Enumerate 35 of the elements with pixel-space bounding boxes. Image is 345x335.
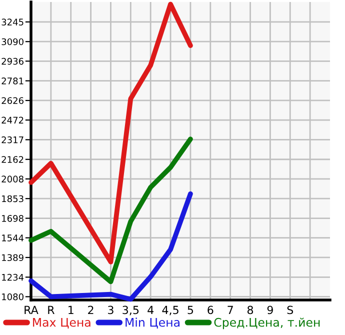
y-tick-label: 3245	[2, 18, 24, 26]
y-tick-label: 1389	[2, 254, 24, 262]
y-tick-label: 1853	[2, 195, 24, 202]
y-tick-label: 2162	[2, 156, 24, 163]
y-tick-label: 2008	[2, 176, 24, 182]
x-tick-label: S	[287, 306, 294, 314]
legend-label: Min Цена	[126, 318, 180, 328]
x-tick-label: 7	[228, 306, 233, 314]
y-tick-label: 2781	[2, 78, 24, 84]
y-tick-label: 2626	[2, 97, 24, 104]
x-tick-label: R	[48, 306, 54, 314]
y-tick-label: 1080	[2, 293, 24, 300]
x-tick-label: 9	[267, 306, 273, 314]
x-tick-label: RA	[24, 306, 38, 314]
y-tick-label: 2472	[2, 116, 24, 124]
y-tick-label: 2936	[2, 58, 24, 65]
legend-label: Сред.Цена, т.йен	[214, 318, 320, 330]
y-tick-label: 2317	[2, 136, 24, 144]
x-tick-label: 6	[208, 306, 214, 314]
x-tick-label: 1	[68, 306, 74, 314]
line-series	[28, 136, 193, 284]
legend-label: Max Цена	[33, 318, 90, 328]
x-tick-label: 3	[108, 306, 114, 314]
line-series	[28, 191, 193, 302]
line-series	[28, 2, 193, 264]
x-tick-label: 5	[188, 306, 194, 314]
x-tick-label: 2	[88, 306, 94, 314]
y-tick-label: 1698	[2, 214, 24, 222]
x-tick-label: 4,5	[162, 306, 178, 316]
y-tick-label: 1234	[2, 274, 24, 281]
x-tick-label: 8	[247, 306, 254, 314]
x-tick-label: 4	[148, 306, 154, 314]
x-tick-label: 3,5	[122, 306, 139, 316]
y-tick-label: 3090	[2, 38, 24, 46]
y-tick-label: 1544	[2, 234, 24, 242]
